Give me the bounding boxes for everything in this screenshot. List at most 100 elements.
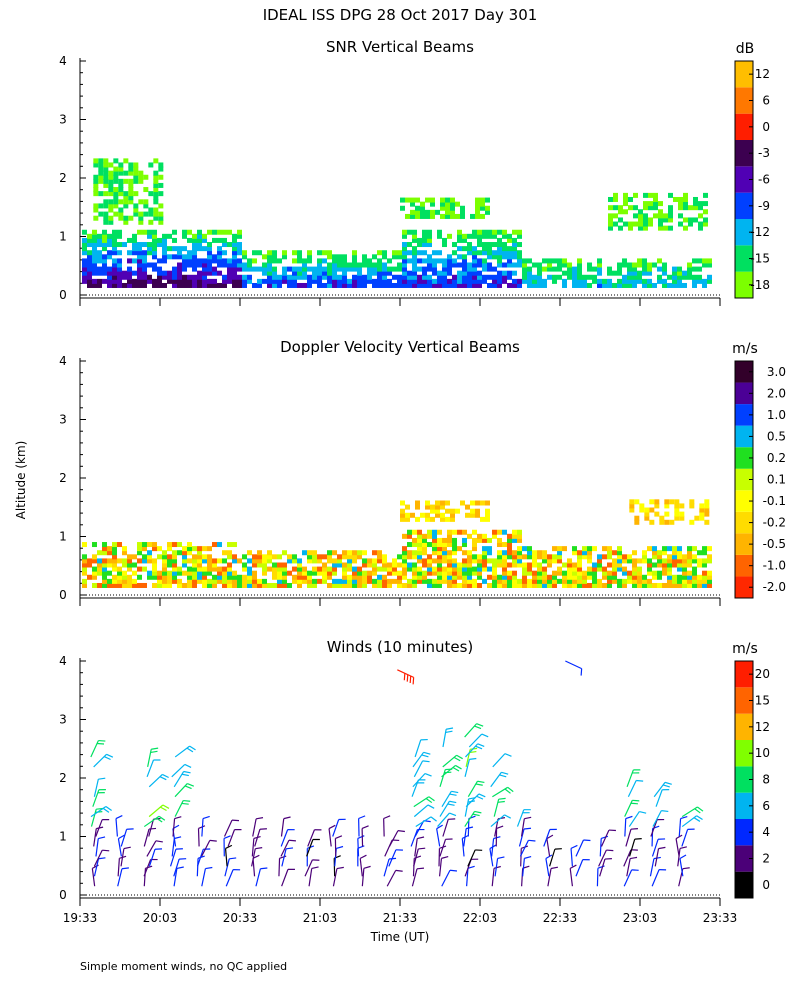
heatmap-cell bbox=[462, 233, 467, 239]
heatmap-cell bbox=[342, 278, 347, 284]
heatmap-cell bbox=[277, 570, 282, 576]
heatmap-cell bbox=[412, 258, 417, 264]
wind-barb bbox=[678, 815, 688, 837]
heatmap-cell bbox=[113, 187, 119, 193]
heatmap-cell bbox=[177, 266, 182, 272]
heatmap-cell bbox=[677, 282, 682, 288]
heatmap-cell bbox=[497, 550, 502, 556]
heatmap-cell bbox=[382, 578, 387, 584]
heatmap-cell bbox=[197, 282, 202, 288]
barb-flag bbox=[162, 804, 170, 809]
heatmap-cell bbox=[502, 562, 507, 568]
heatmap-cell bbox=[372, 570, 377, 576]
heatmap-cell bbox=[682, 554, 687, 560]
wind-barb bbox=[201, 839, 217, 857]
heatmap-cell bbox=[692, 546, 697, 552]
heatmap-cell bbox=[662, 282, 667, 288]
heatmap-cell bbox=[167, 570, 172, 576]
heatmap-cell bbox=[297, 566, 302, 572]
barb-flag bbox=[358, 815, 366, 820]
heatmap-cell bbox=[117, 566, 122, 572]
heatmap-cell bbox=[142, 270, 147, 276]
heatmap-cell bbox=[93, 187, 99, 193]
heatmap-cell bbox=[287, 570, 292, 576]
heatmap-cell bbox=[415, 516, 420, 522]
heatmap-cell bbox=[502, 278, 507, 284]
barb-shaft bbox=[414, 820, 425, 837]
barb-flag bbox=[115, 815, 123, 820]
heatmap-cell bbox=[162, 274, 167, 280]
heatmap-cell bbox=[677, 274, 682, 280]
barb-shaft bbox=[678, 818, 682, 837]
heatmap-cell bbox=[332, 258, 337, 264]
heatmap-cell bbox=[447, 570, 452, 576]
heatmap-cell bbox=[672, 282, 677, 288]
heatmap-cell bbox=[450, 512, 455, 518]
heatmap-cell bbox=[197, 578, 202, 584]
wind-barb bbox=[413, 804, 435, 818]
barb-flag bbox=[361, 825, 369, 830]
heatmap-cell bbox=[197, 274, 202, 280]
heatmap-cell bbox=[612, 550, 617, 556]
heatmap-cell bbox=[217, 262, 222, 268]
heatmap-cell bbox=[317, 278, 322, 284]
heatmap-cell bbox=[217, 250, 222, 256]
heatmap-cell bbox=[497, 578, 502, 584]
heatmap-cells bbox=[82, 158, 712, 288]
heatmap-cell bbox=[467, 574, 472, 580]
heatmap-cell bbox=[377, 558, 382, 564]
barb-shaft bbox=[598, 849, 607, 867]
barb-flag bbox=[403, 673, 406, 681]
heatmap-cell bbox=[587, 546, 592, 552]
heatmap-cell bbox=[382, 554, 387, 560]
heatmap-cell bbox=[587, 566, 592, 572]
heatmap-cell bbox=[402, 574, 407, 580]
barb-flag bbox=[507, 786, 514, 793]
heatmap-cell bbox=[187, 578, 192, 584]
heatmap-cell bbox=[187, 229, 192, 235]
heatmap-cell bbox=[692, 258, 697, 264]
heatmap-cell bbox=[457, 574, 462, 580]
heatmap-cell bbox=[562, 258, 567, 264]
heatmap-cell bbox=[362, 254, 367, 260]
heatmap-cell bbox=[432, 262, 437, 268]
heatmap-cell bbox=[192, 554, 197, 560]
heatmap-cell bbox=[683, 205, 688, 211]
heatmap-cell bbox=[267, 582, 272, 588]
heatmap-cell bbox=[592, 574, 597, 580]
heatmap-cell bbox=[692, 570, 697, 576]
heatmap-cell bbox=[457, 246, 462, 252]
heatmap-cell bbox=[242, 278, 247, 284]
heatmap-cell bbox=[517, 550, 522, 556]
heatmap-cell bbox=[138, 170, 144, 176]
barb-flag bbox=[630, 802, 638, 805]
heatmap-cell bbox=[692, 566, 697, 572]
barb-flag bbox=[469, 757, 477, 760]
heatmap-cell bbox=[347, 562, 352, 568]
heatmap-cell bbox=[217, 258, 222, 264]
barb-flag bbox=[504, 753, 512, 757]
barb-shaft bbox=[115, 818, 119, 837]
wind-barb bbox=[466, 865, 475, 887]
heatmap-cell bbox=[367, 278, 372, 284]
heatmap-cell bbox=[187, 254, 192, 260]
heatmap-cell bbox=[642, 262, 647, 268]
heatmap-cell bbox=[465, 512, 470, 518]
heatmap-cell bbox=[512, 582, 517, 588]
heatmap-cell bbox=[572, 550, 577, 556]
heatmap-cell bbox=[628, 225, 633, 231]
heatmap-cell bbox=[132, 246, 137, 252]
heatmap-cell bbox=[692, 574, 697, 580]
heatmap-cell bbox=[142, 229, 147, 235]
heatmap-cell bbox=[317, 578, 322, 584]
heatmap-cell bbox=[392, 282, 397, 288]
heatmap-cell bbox=[377, 258, 382, 264]
heatmap-cell bbox=[492, 574, 497, 580]
heatmap-cell bbox=[420, 209, 425, 215]
heatmap-cell bbox=[272, 574, 277, 580]
barb-shaft bbox=[627, 780, 637, 797]
heatmap-cell bbox=[337, 554, 342, 560]
heatmap-cell bbox=[192, 278, 197, 284]
wind-barb bbox=[359, 854, 367, 877]
heatmap-cell bbox=[153, 174, 159, 180]
